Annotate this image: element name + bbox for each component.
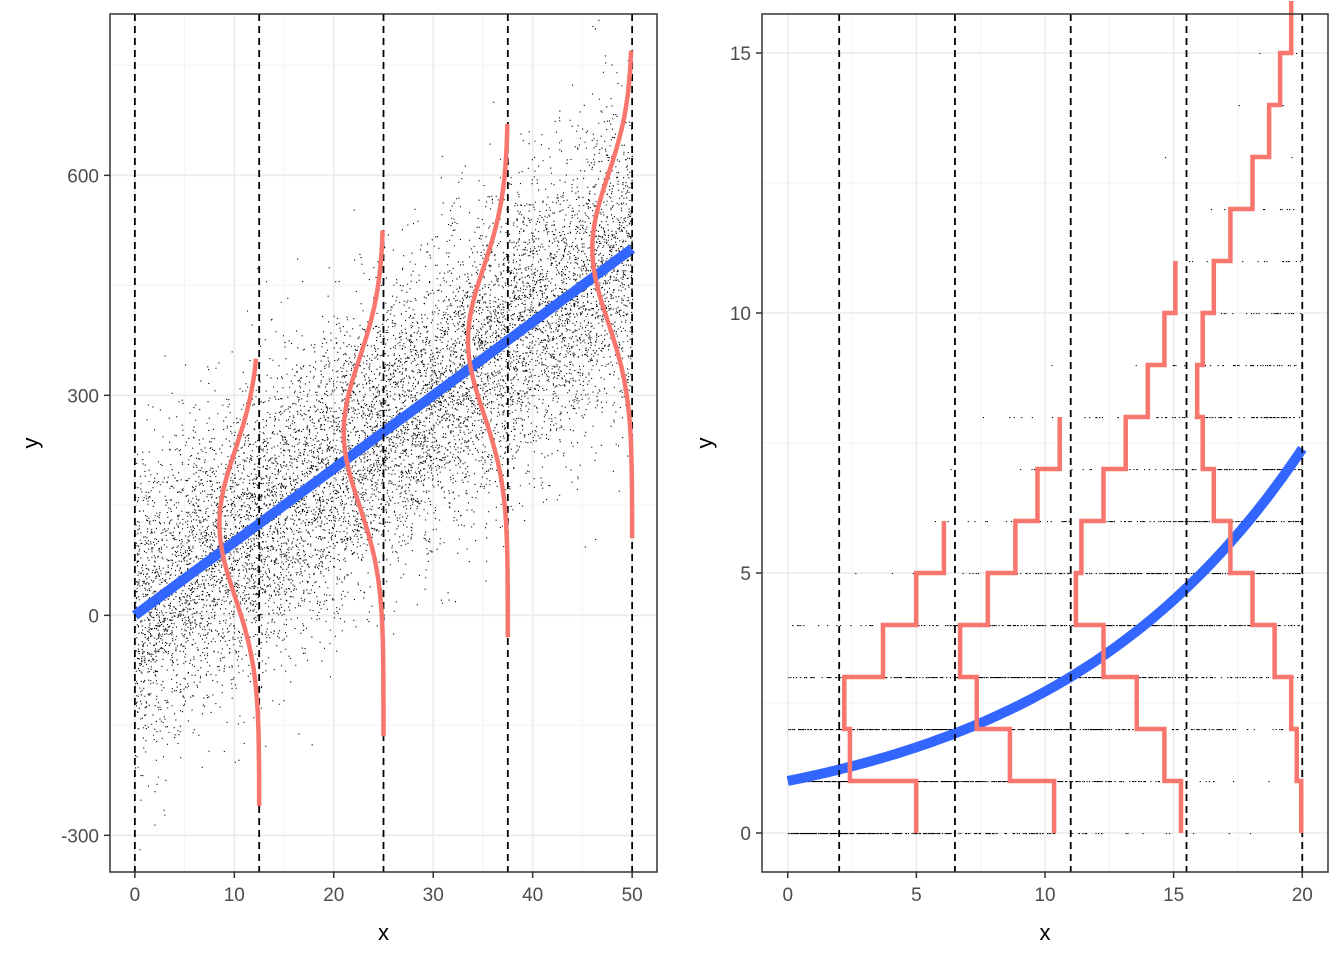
right-plot-panel: 0 5 10 15 20 0 5 10 15 x y: [692, 1, 1329, 945]
x-tick-label: 15: [1163, 885, 1184, 906]
x-tick-label: 30: [423, 885, 444, 906]
scatter-points: [787, 53, 1304, 835]
x-tick-label: 40: [522, 885, 543, 906]
step-distribution: [842, 521, 947, 833]
x-tick-label: 50: [622, 885, 643, 906]
y-tick-label: 300: [67, 386, 99, 407]
x-tick-label: 10: [224, 885, 245, 906]
y-tick-label: 0: [88, 606, 99, 627]
density-curve: [465, 123, 511, 638]
x-axis-title: x: [1040, 920, 1051, 945]
y-axis-title: y: [18, 438, 43, 449]
left-plot-panel: 0 10 20 30 40 50 -300 0 300 600 x y: [18, 13, 658, 945]
y-tick-label: -300: [61, 826, 99, 847]
y-tick-label: 600: [67, 166, 99, 187]
x-tick-label: 20: [1292, 885, 1313, 906]
axis-ticks: 0 10 20 30 40 50 -300 0 300 600: [61, 166, 643, 906]
step-distribution: [957, 417, 1062, 833]
fit-line: [131, 244, 636, 620]
x-tick-label: 20: [323, 885, 344, 906]
x-axis-title: x: [378, 920, 389, 945]
y-tick-label: 10: [730, 304, 751, 325]
y-tick-label: 5: [740, 564, 751, 585]
y-axis-title: y: [692, 438, 717, 449]
scatter-points: [135, 19, 634, 851]
panel-border: [109, 13, 658, 873]
conditional-distributions: [842, 1, 1304, 833]
fit-line: [786, 445, 1307, 786]
density-curve: [341, 230, 386, 737]
step-distribution: [1073, 261, 1184, 833]
conditional-distributions: [217, 50, 635, 806]
scatter-point-cloud: [787, 53, 1304, 835]
scatter-point-cloud: [135, 19, 634, 851]
step-distribution: [1194, 1, 1304, 833]
x-tick-label: 0: [782, 885, 793, 906]
x-tick-label: 5: [911, 885, 922, 906]
density-curve: [590, 50, 635, 539]
x-tick-label: 10: [1034, 885, 1055, 906]
y-tick-label: 0: [740, 824, 751, 845]
y-tick-label: 15: [730, 44, 751, 65]
axis-ticks: 0 5 10 15 20 0 5 10 15: [730, 44, 1313, 906]
density-curve: [217, 358, 262, 806]
x-tick-label: 0: [130, 885, 141, 906]
cut-lines: [838, 14, 1304, 872]
